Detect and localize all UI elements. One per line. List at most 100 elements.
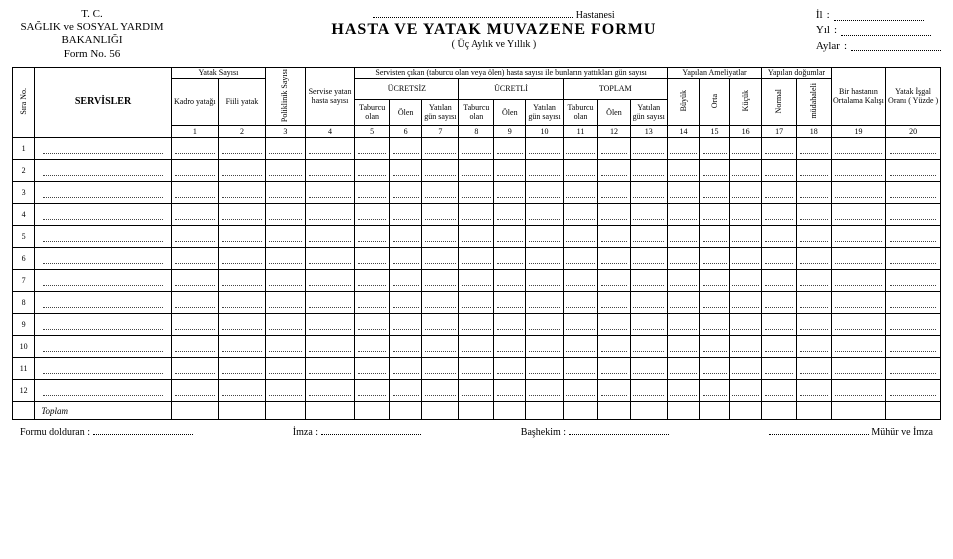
servis-cell[interactable] [35, 160, 171, 182]
data-cell[interactable] [218, 380, 265, 402]
data-cell[interactable] [305, 292, 355, 314]
data-cell[interactable] [494, 182, 526, 204]
data-cell[interactable] [886, 314, 941, 336]
data-cell[interactable] [831, 380, 886, 402]
data-cell[interactable] [390, 380, 422, 402]
data-cell[interactable] [171, 292, 218, 314]
servis-cell[interactable] [35, 182, 171, 204]
data-cell[interactable] [171, 138, 218, 160]
data-cell[interactable] [218, 226, 265, 248]
data-cell[interactable] [305, 248, 355, 270]
data-cell[interactable] [305, 380, 355, 402]
data-cell[interactable] [494, 358, 526, 380]
data-cell[interactable] [459, 358, 494, 380]
data-cell[interactable] [762, 358, 797, 380]
data-cell[interactable] [598, 138, 630, 160]
meta-aylar-field[interactable] [851, 41, 941, 51]
data-cell[interactable] [796, 358, 831, 380]
data-cell[interactable] [526, 182, 563, 204]
data-cell[interactable] [355, 248, 390, 270]
imza-field[interactable] [321, 426, 421, 435]
data-cell[interactable] [630, 270, 667, 292]
data-cell[interactable] [598, 248, 630, 270]
data-cell[interactable] [700, 226, 730, 248]
data-cell[interactable] [762, 314, 797, 336]
data-cell[interactable] [700, 160, 730, 182]
data-cell[interactable] [390, 138, 422, 160]
data-cell[interactable] [667, 314, 699, 336]
data-cell[interactable] [526, 358, 563, 380]
data-cell[interactable] [390, 270, 422, 292]
servis-cell[interactable] [35, 138, 171, 160]
data-cell[interactable] [598, 182, 630, 204]
data-cell[interactable] [762, 380, 797, 402]
data-cell[interactable] [218, 314, 265, 336]
data-cell[interactable] [422, 182, 459, 204]
data-cell[interactable] [831, 160, 886, 182]
data-cell[interactable] [598, 270, 630, 292]
data-cell[interactable] [355, 204, 390, 226]
data-cell[interactable] [355, 270, 390, 292]
data-cell[interactable] [886, 160, 941, 182]
data-cell[interactable] [729, 336, 761, 358]
data-cell[interactable] [796, 204, 831, 226]
data-cell[interactable] [266, 248, 306, 270]
data-cell[interactable] [796, 380, 831, 402]
data-cell[interactable] [218, 248, 265, 270]
data-cell[interactable] [886, 226, 941, 248]
data-cell[interactable] [563, 270, 598, 292]
data-cell[interactable] [305, 226, 355, 248]
data-cell[interactable] [630, 292, 667, 314]
data-cell[interactable] [700, 204, 730, 226]
data-cell[interactable] [700, 138, 730, 160]
data-cell[interactable] [729, 182, 761, 204]
data-cell[interactable] [422, 292, 459, 314]
data-cell[interactable] [762, 182, 797, 204]
data-cell[interactable] [598, 380, 630, 402]
data-cell[interactable] [630, 182, 667, 204]
data-cell[interactable] [729, 248, 761, 270]
data-cell[interactable] [171, 358, 218, 380]
data-cell[interactable] [762, 248, 797, 270]
data-cell[interactable] [762, 270, 797, 292]
data-cell[interactable] [390, 160, 422, 182]
data-cell[interactable] [796, 248, 831, 270]
data-cell[interactable] [598, 204, 630, 226]
data-cell[interactable] [667, 248, 699, 270]
data-cell[interactable] [459, 292, 494, 314]
data-cell[interactable] [563, 182, 598, 204]
data-cell[interactable] [390, 292, 422, 314]
data-cell[interactable] [886, 138, 941, 160]
data-cell[interactable] [831, 336, 886, 358]
data-cell[interactable] [598, 160, 630, 182]
data-cell[interactable] [563, 358, 598, 380]
data-cell[interactable] [762, 292, 797, 314]
data-cell[interactable] [700, 248, 730, 270]
data-cell[interactable] [266, 336, 306, 358]
data-cell[interactable] [305, 314, 355, 336]
data-cell[interactable] [630, 138, 667, 160]
data-cell[interactable] [266, 226, 306, 248]
data-cell[interactable] [422, 314, 459, 336]
data-cell[interactable] [667, 270, 699, 292]
data-cell[interactable] [526, 160, 563, 182]
data-cell[interactable] [526, 380, 563, 402]
data-cell[interactable] [305, 270, 355, 292]
data-cell[interactable] [459, 182, 494, 204]
data-cell[interactable] [886, 182, 941, 204]
data-cell[interactable] [355, 314, 390, 336]
data-cell[interactable] [494, 248, 526, 270]
data-cell[interactable] [831, 138, 886, 160]
data-cell[interactable] [831, 292, 886, 314]
data-cell[interactable] [355, 292, 390, 314]
data-cell[interactable] [459, 270, 494, 292]
data-cell[interactable] [796, 336, 831, 358]
data-cell[interactable] [171, 314, 218, 336]
data-cell[interactable] [494, 204, 526, 226]
data-cell[interactable] [667, 160, 699, 182]
data-cell[interactable] [171, 204, 218, 226]
data-cell[interactable] [422, 204, 459, 226]
data-cell[interactable] [598, 292, 630, 314]
data-cell[interactable] [630, 314, 667, 336]
data-cell[interactable] [171, 270, 218, 292]
